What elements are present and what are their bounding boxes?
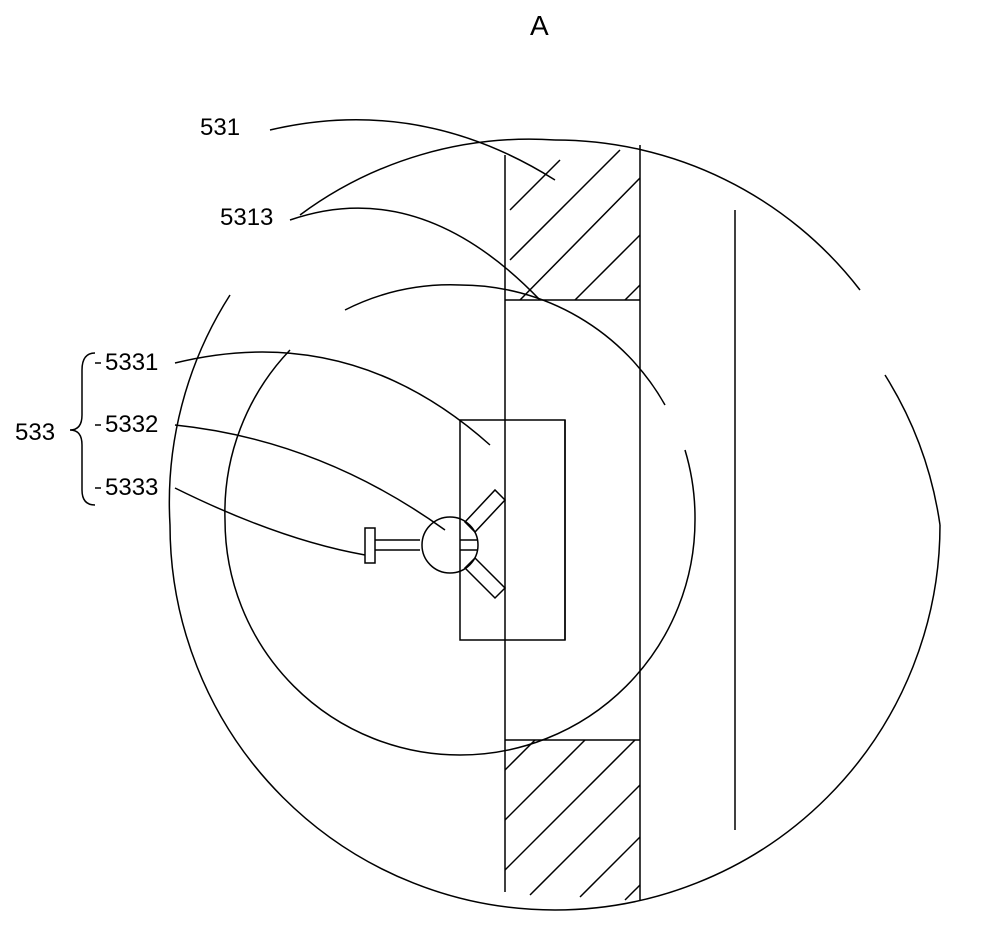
label-533: 533 [15, 419, 55, 446]
wall-top [505, 145, 640, 300]
leader-lines [175, 120, 555, 555]
label-5331: 5331 [105, 349, 158, 376]
central-block [460, 420, 565, 640]
label-531: 531 [200, 114, 240, 141]
diagram-title: A [530, 10, 549, 41]
label-5333: 5333 [105, 474, 158, 501]
brace-ticks [95, 363, 101, 488]
label-5332: 5332 [105, 411, 158, 438]
group-brace [70, 353, 95, 505]
wall-mid [505, 210, 735, 830]
label-5313: 5313 [220, 204, 273, 231]
wall-bottom [505, 740, 640, 900]
technical-diagram: A 531 5313 5331 5332 5333 533 [0, 0, 1000, 949]
outer-detail-circle [169, 139, 940, 910]
knob-assembly [365, 490, 505, 598]
